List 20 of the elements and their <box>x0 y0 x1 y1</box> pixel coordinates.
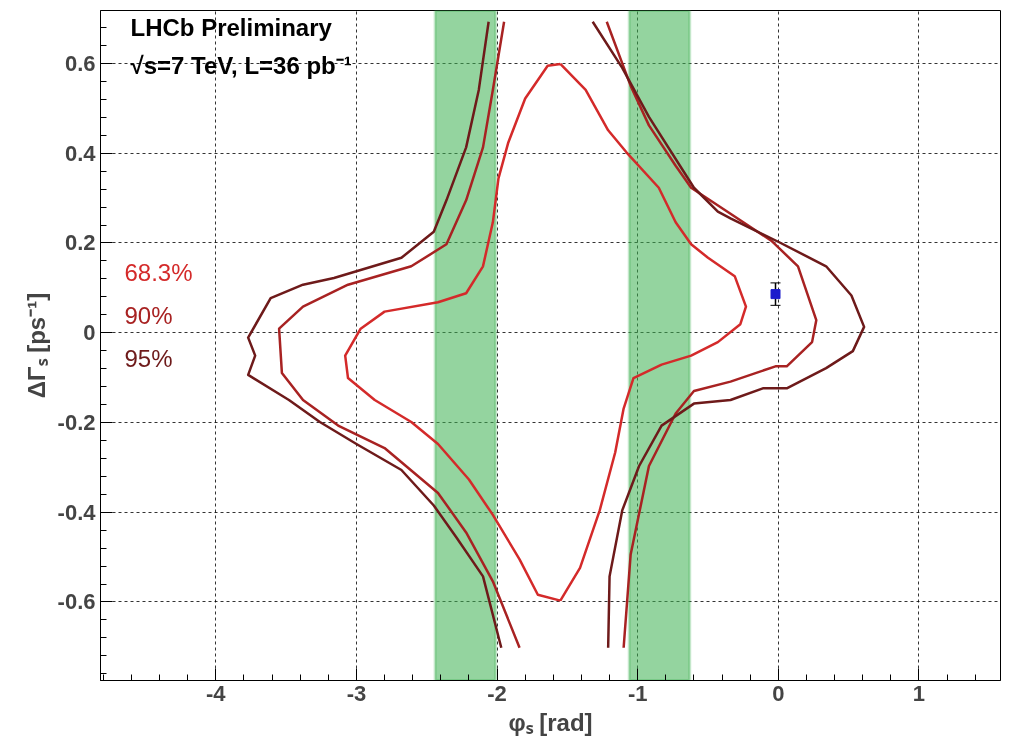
y-tick-label: -0.2 <box>57 409 96 435</box>
y-axis-title: ΔΓₛ [ps⁻¹] <box>22 292 50 399</box>
y-tick-label: -0.4 <box>57 499 97 525</box>
annotation: √s=7 TeV, L=36 pb⁻¹ <box>130 51 352 79</box>
x-tick-label: 1 <box>912 680 926 706</box>
x-tick-label: -2 <box>487 680 507 706</box>
x-tick-label: -1 <box>627 680 648 706</box>
x-tick-label: -3 <box>346 680 367 706</box>
y-tick-label: 0 <box>83 320 96 346</box>
y-tick-label: -0.6 <box>57 589 96 615</box>
x-tick-label: 0 <box>772 680 785 706</box>
x-tick-label: -4 <box>206 680 227 706</box>
text: 90% <box>124 301 173 329</box>
y-tick-label: 0.6 <box>64 50 96 76</box>
x-axis-title: φₛ [rad] <box>508 708 593 736</box>
y-tick-label: 0.4 <box>64 140 97 166</box>
text: 68.3% <box>124 258 193 286</box>
annotation: LHCb Preliminary <box>130 13 333 41</box>
y-tick-label: 0.2 <box>64 230 96 256</box>
text: 95% <box>124 344 173 372</box>
